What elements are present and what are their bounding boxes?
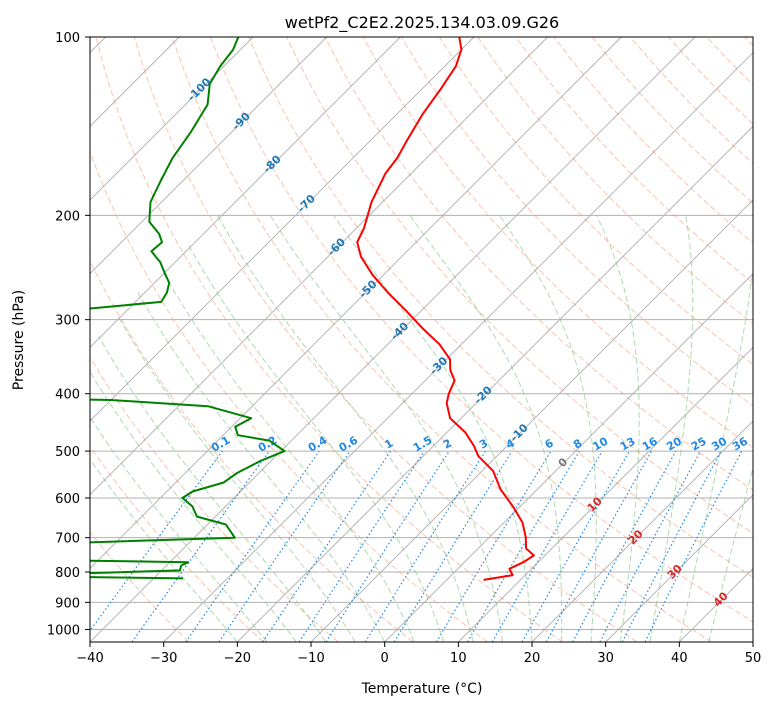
mixing-ratio-line [131, 450, 270, 642]
mixing-ratio-line [262, 450, 392, 642]
dry-adiabat [90, 356, 339, 642]
moist-adiabat [188, 245, 445, 642]
plot-frame [89, 36, 754, 643]
x-tick-label: 20 [524, 651, 541, 666]
axes: −40 −30 −20 −10 0 10 20 30 40 50 100 200 300 400 500 60… [47, 31, 761, 666]
x-tick-label: 10 [450, 651, 467, 666]
y-tick-label: 300 [55, 314, 80, 329]
isotherm-line [310, 199, 753, 642]
mixing-ratio-line [572, 450, 677, 642]
isotherm-line [237, 125, 753, 642]
isotherm-line [384, 273, 753, 642]
x-tick-label: −20 [224, 651, 251, 666]
isotherm-line [90, 37, 548, 496]
y-tick-label: 900 [55, 596, 80, 611]
mixing-ratio-line [393, 450, 513, 642]
dry-adiabat [90, 150, 488, 642]
moist-adiabat [333, 215, 533, 642]
x-tick-label: 30 [597, 651, 614, 666]
isotherm-line [90, 37, 401, 348]
moist-adiabat [90, 370, 297, 642]
moist-adiabat [409, 215, 563, 642]
moist-adiabat [270, 215, 503, 642]
mixing-ratio-line [545, 450, 653, 642]
x-axis-label: Temperature (°C) [361, 681, 483, 697]
dry-adiabat [515, 37, 753, 284]
dry-adiabat [95, 37, 563, 642]
dry-adiabat [90, 531, 190, 642]
moist-adiabat [649, 215, 694, 642]
y-tick-label: 100 [55, 31, 80, 46]
dry-adiabat [210, 37, 753, 623]
isotherm-line [90, 37, 696, 642]
dewpoint-profile-line [90, 37, 286, 580]
mixing-ratio-line [90, 450, 223, 632]
moist-adiabat [217, 215, 474, 642]
x-tick-label: 50 [745, 651, 762, 666]
y-tick-label: 1000 [47, 623, 80, 638]
mixing-ratio-line [325, 450, 450, 642]
x-tick-label: −10 [297, 651, 324, 666]
isotherm-line [90, 37, 475, 422]
moist-adiabat [596, 215, 640, 642]
dry-adiabat [171, 37, 712, 642]
mixing-ratio-line [185, 450, 320, 642]
isotherm-line [531, 420, 753, 642]
moist-adiabat [90, 458, 238, 642]
y-tick-label: 500 [55, 445, 80, 460]
temperature-profile-line [356, 37, 535, 581]
chart-title: wetPf2_C2E2.2025.134.03.09.G26 [285, 13, 559, 33]
isotherm-line [458, 346, 753, 642]
dry-adiabat [248, 37, 753, 578]
y-tick-label: 200 [55, 209, 80, 224]
x-tick-label: 0 [381, 651, 389, 666]
isotherm-line [163, 52, 753, 642]
moist-adiabat [678, 265, 753, 642]
moist-adiabat [499, 215, 597, 642]
moist-adiabat [90, 416, 268, 642]
mixing-ratio-line [644, 450, 743, 642]
y-tick-label: 400 [55, 388, 80, 403]
x-tick-label: −30 [150, 651, 177, 666]
dry-adiabat [133, 37, 638, 642]
y-tick-label: 800 [55, 566, 80, 581]
moist-adiabat [708, 466, 753, 642]
moist-adiabat [98, 336, 327, 642]
mixing-ratio-line [218, 450, 351, 642]
mixing-ratio-line [298, 450, 425, 642]
plot-area: 0.1 0.2 0.4 0.6 1 1.5 2 3 4 6 8 10 13 16 20 25 30 36-100-… [90, 37, 753, 642]
y-axis-label: Pressure (hPa) [11, 290, 27, 390]
dry-adiabat [90, 445, 264, 642]
isotherm-line [90, 37, 327, 275]
dry-adiabat [438, 37, 753, 366]
isotherm-line [605, 494, 753, 642]
isotherm-line [90, 37, 254, 201]
mixing-ratio-line [521, 450, 631, 642]
dry-adiabat [400, 37, 753, 407]
moist-adiabat [117, 315, 356, 642]
moist-adiabat [162, 272, 415, 642]
x-tick-label: −40 [76, 651, 103, 666]
x-tick-label: 40 [671, 651, 688, 666]
y-tick-label: 700 [55, 532, 80, 547]
y-tick-label: 600 [55, 492, 80, 507]
